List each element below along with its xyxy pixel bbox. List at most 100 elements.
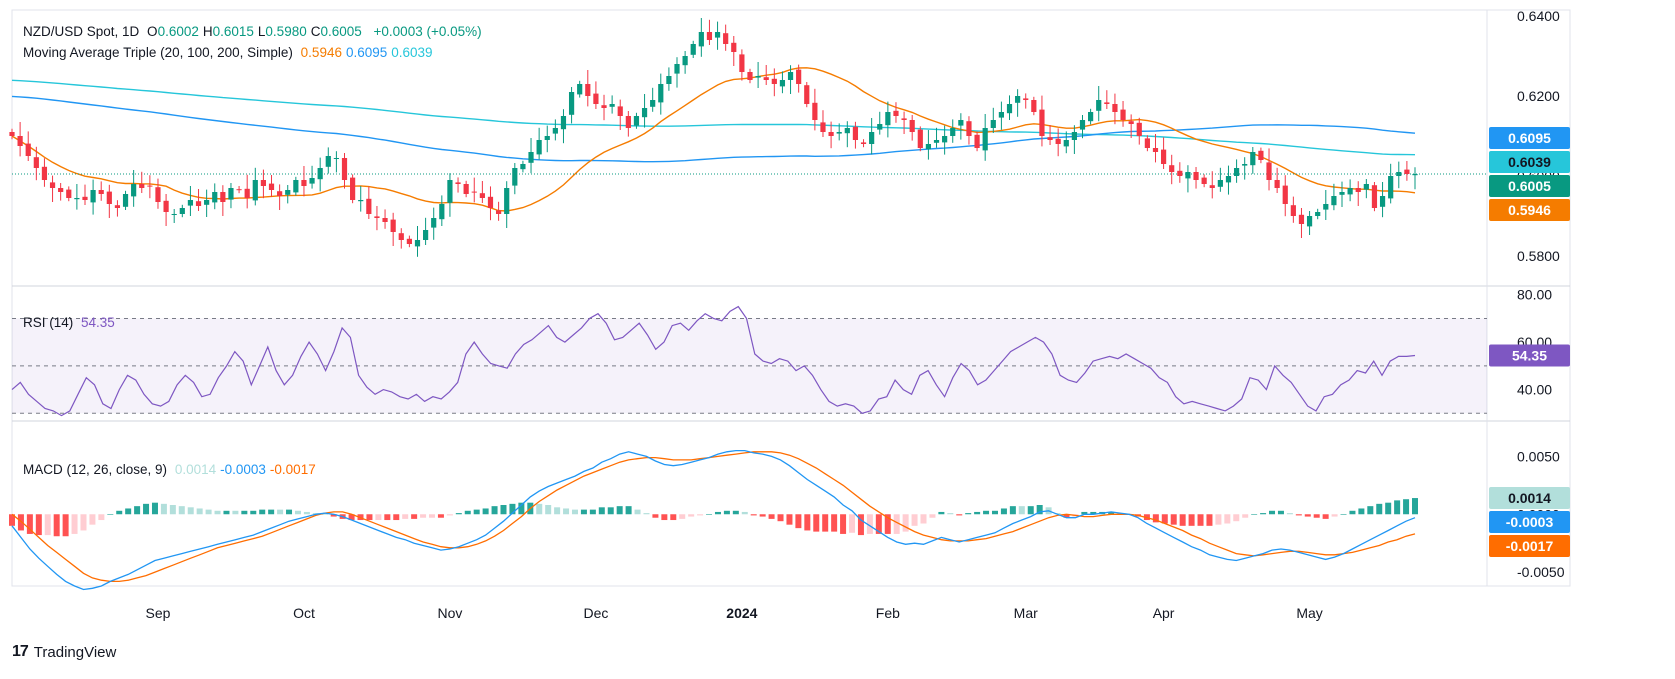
candle-body xyxy=(301,180,307,186)
candle xyxy=(536,127,542,160)
price-badge-text: 0.6039 xyxy=(1508,154,1551,170)
x-tick-label: May xyxy=(1296,605,1322,621)
candle-body xyxy=(601,105,607,108)
candle-body xyxy=(917,129,923,148)
macd-histogram-bar xyxy=(143,503,150,515)
candle xyxy=(131,170,137,207)
candle xyxy=(66,186,72,202)
ohlc-value-L: 0.5980 xyxy=(265,24,307,39)
macd-histogram-bar xyxy=(983,510,990,515)
macd-histogram-bar xyxy=(723,510,730,515)
candle xyxy=(1209,171,1215,199)
ma-legend: Moving Average Triple (20, 100, 200, Sim… xyxy=(23,45,441,60)
candle-body xyxy=(1355,188,1361,192)
ma-value-0: 0.5946 xyxy=(300,45,342,60)
candle-body xyxy=(487,196,494,208)
macd-histogram-bar xyxy=(965,513,972,515)
candle xyxy=(731,36,737,66)
candle-body xyxy=(366,198,372,214)
macd-histogram-bar xyxy=(750,514,757,516)
candle-body xyxy=(122,194,129,207)
candle xyxy=(439,195,445,226)
macd-histogram-bar xyxy=(62,514,69,537)
candle xyxy=(852,121,859,149)
candle-body xyxy=(82,196,88,200)
candle xyxy=(25,131,31,161)
macd-histogram-bar xyxy=(80,514,87,531)
candle xyxy=(358,186,364,212)
macd-histogram-bar xyxy=(1313,514,1320,518)
candle xyxy=(455,177,461,193)
candle-body xyxy=(966,121,972,136)
candle xyxy=(1015,89,1021,117)
macd-histogram-bar xyxy=(1036,505,1043,515)
candle-body xyxy=(1266,162,1272,180)
candle-body xyxy=(325,156,331,167)
candle-body xyxy=(690,44,696,55)
candle-body xyxy=(333,158,339,159)
macd-histogram-bar xyxy=(125,508,132,515)
candle-body xyxy=(25,143,31,156)
candle-body xyxy=(950,128,956,136)
candle-body xyxy=(1250,152,1256,166)
candle xyxy=(828,121,834,149)
candle xyxy=(187,186,194,216)
candle-body xyxy=(317,168,323,180)
macd-histogram-bar xyxy=(259,509,266,515)
candle-body xyxy=(1039,109,1045,136)
macd-histogram-bar xyxy=(169,505,176,515)
macd-legend: MACD (12, 26, close, 9) 0.0014 -0.0003 -0.… xyxy=(23,462,324,477)
candle-body xyxy=(398,233,404,240)
candle-body xyxy=(1282,185,1288,204)
ohlc-key-L: L xyxy=(257,24,266,39)
macd-histogram-bar xyxy=(384,514,391,521)
candle-body xyxy=(406,238,412,244)
candle xyxy=(106,184,112,218)
price-badge-bg xyxy=(1489,127,1570,149)
candle xyxy=(885,101,891,138)
rsi-value: 54.35 xyxy=(81,315,115,330)
candle-body xyxy=(90,190,96,203)
macd-histogram-bar xyxy=(554,507,561,515)
candle xyxy=(244,174,250,209)
candle-body xyxy=(1096,100,1102,111)
candle xyxy=(804,82,810,108)
candle xyxy=(398,228,404,249)
tradingview-brand[interactable]: 17 TradingView xyxy=(12,643,116,661)
candle xyxy=(163,194,169,226)
candle xyxy=(1096,86,1102,122)
candle xyxy=(317,157,323,192)
candle xyxy=(447,173,453,217)
candle xyxy=(1128,114,1134,138)
macd-histogram-bar xyxy=(491,506,498,515)
macd-histogram-bar xyxy=(411,514,418,519)
macd-histogram-bar xyxy=(1340,514,1347,515)
candle xyxy=(869,118,875,155)
macd-histogram-bar xyxy=(625,506,632,515)
candle xyxy=(1339,181,1345,207)
macd-histogram-bar xyxy=(1197,514,1204,526)
macd-badge-bg xyxy=(1489,535,1570,558)
candle-body xyxy=(804,85,810,104)
candle xyxy=(155,178,161,209)
candle xyxy=(1266,148,1272,191)
macd-histogram-bar xyxy=(303,511,310,515)
macd-histogram-bar xyxy=(473,509,480,515)
macd-histogram-bar xyxy=(822,514,829,532)
candle xyxy=(293,176,299,196)
tradingview-logo-icon: 17 xyxy=(12,643,29,660)
candle-body xyxy=(390,219,396,232)
candle-body xyxy=(1412,174,1418,176)
candle xyxy=(114,200,121,217)
candle-body xyxy=(577,84,583,95)
candle xyxy=(1160,137,1167,169)
macd-histogram-bar xyxy=(1331,514,1338,517)
candle xyxy=(374,206,380,231)
candle xyxy=(966,116,972,145)
macd-histogram-bar xyxy=(866,514,873,534)
candle-body xyxy=(414,240,421,247)
candle-body xyxy=(1112,104,1118,112)
macd-histogram-bar xyxy=(330,514,337,517)
macd-histogram-bar xyxy=(71,514,78,534)
